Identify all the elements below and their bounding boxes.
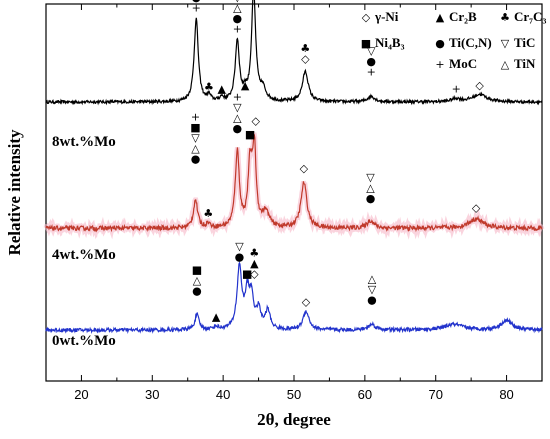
phase-marker: ● <box>191 0 201 4</box>
phase-markers: ▽△●+♣▲▽△●+▲♣◇♣◇▽●++◇+■▽△●♣+▽△●■◇◇▽△●◇■△●… <box>190 0 484 324</box>
legend-label: TiC <box>514 35 535 50</box>
phase-marker: + <box>191 110 200 123</box>
phase-marker: ■ <box>242 267 252 280</box>
phase-marker: ■ <box>190 121 200 134</box>
phase-marker: + <box>367 66 376 79</box>
phase-marker: ● <box>192 284 202 297</box>
phase-marker: ● <box>233 122 243 135</box>
phase-marker: ▽ <box>368 283 377 296</box>
axes: 20 30 40 50 60 70 80 <box>45 3 543 402</box>
phase-marker: + <box>233 22 242 35</box>
legend-item: ▲ Cr₂B <box>436 9 477 24</box>
phase-marker: ♣ <box>249 246 259 259</box>
series-halo-4wt <box>43 132 545 240</box>
phase-marker: ● <box>191 152 201 165</box>
legend: ◇ γ-Ni ▲ Cr₂B ♣ Cr₇C₃ ■ Ni₄B₃ ● Ti(C,N) ▽ TiC + MoC △ T… <box>361 9 547 71</box>
phase-marker: ● <box>233 12 243 25</box>
phase-marker: △ <box>233 1 242 14</box>
legend-label: Ti(C,N) <box>449 35 492 50</box>
series-line-8wt-mo <box>45 0 543 106</box>
phase-marker: ♣ <box>204 81 214 94</box>
phase-marker: ▽ <box>233 0 242 4</box>
phase-marker: ▲ <box>217 83 226 96</box>
phase-marker: ▲ <box>250 257 259 270</box>
series-label: 8wt.%Mo <box>52 134 116 150</box>
x-tick-label: 60 <box>358 387 372 402</box>
legend-item: ■ Ni₄B₃ <box>361 35 405 50</box>
phase-marker: △ <box>366 181 375 194</box>
phase-marker: △ <box>191 142 200 155</box>
phase-marker: ◇ <box>472 201 481 214</box>
x-tick-label: 40 <box>216 387 230 402</box>
phase-marker: ■ <box>192 263 202 276</box>
phase-marker: ● <box>235 250 245 263</box>
phase-marker: ▽ <box>366 171 375 184</box>
legend-label: MoC <box>449 56 477 71</box>
legend-label: Cr₇C₃ <box>514 9 546 24</box>
phase-marker: + <box>233 91 242 104</box>
legend-symbol: ▲ <box>436 11 445 24</box>
phase-marker: ◇ <box>252 115 261 128</box>
series-labels: 8wt.%Mo 4wt.%Mo 0wt.%Mo <box>52 134 116 349</box>
phase-marker: △ <box>368 273 377 286</box>
phase-marker: ▲ <box>212 311 221 324</box>
series-line-4wt-mo <box>45 134 543 233</box>
phase-marker: ◇ <box>475 79 484 92</box>
x-tick-label: 70 <box>428 387 442 402</box>
phase-marker: ● <box>367 294 377 307</box>
x-tick-label: 30 <box>145 387 159 402</box>
phase-marker: △ <box>233 112 242 125</box>
phase-marker: ◇ <box>302 296 311 309</box>
phase-marker: ◇ <box>300 162 309 175</box>
legend-symbol: ♣ <box>500 11 510 24</box>
legend-item: ● Ti(C,N) <box>435 35 492 50</box>
phase-marker: △ <box>193 274 202 287</box>
series-lines <box>43 0 545 334</box>
phase-marker: ▽ <box>367 45 376 58</box>
legend-label: Ni₄B₃ <box>375 35 405 50</box>
legend-symbol: ◇ <box>362 11 371 24</box>
legend-symbol: + <box>435 58 444 71</box>
phase-marker: + <box>192 2 201 15</box>
legend-item: ▽ TiC <box>501 35 536 50</box>
legend-symbol: ▽ <box>501 37 510 50</box>
legend-symbol: ● <box>435 37 445 50</box>
legend-item: ♣ Cr₇C₃ <box>500 9 546 24</box>
phase-marker: ♣ <box>300 42 310 55</box>
phase-marker: ◇ <box>301 52 310 65</box>
phase-marker: ◇ <box>250 267 259 280</box>
series-line-0wt-mo <box>45 261 543 334</box>
x-tick-label: 20 <box>74 387 88 402</box>
legend-item: ◇ γ-Ni <box>362 9 399 24</box>
legend-symbol: ■ <box>361 37 371 50</box>
series-label: 4wt.%Mo <box>52 247 116 263</box>
legend-label: TiN <box>514 56 536 71</box>
legend-item: △ TiN <box>501 56 536 71</box>
x-tick-label: 80 <box>499 387 513 402</box>
phase-marker: ▽ <box>191 131 200 144</box>
phase-marker: ■ <box>245 128 255 141</box>
y-axis-title: Relative intensity <box>5 129 24 256</box>
phase-marker: ▽ <box>233 101 242 114</box>
legend-label: γ-Ni <box>374 9 399 24</box>
legend-item: + MoC <box>435 56 477 71</box>
phase-marker: ▽ <box>235 240 244 253</box>
phase-marker: ● <box>366 55 376 68</box>
phase-marker: + <box>452 83 461 96</box>
phase-marker: ♣ <box>203 207 213 220</box>
phase-marker: ● <box>366 192 376 205</box>
x-axis-title: 2θ, degree <box>257 410 331 429</box>
series-label: 0wt.%Mo <box>52 333 116 349</box>
x-tick-label: 50 <box>287 387 301 402</box>
phase-marker: ▲ <box>241 79 250 92</box>
legend-symbol: △ <box>501 58 510 71</box>
legend-label: Cr₂B <box>449 9 477 24</box>
